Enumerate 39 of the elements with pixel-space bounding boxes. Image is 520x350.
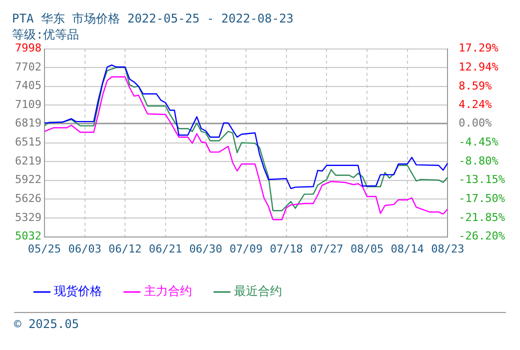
y2-tick-label: 4.24%: [458, 98, 492, 112]
y-tick-label: 6515: [14, 136, 42, 149]
chart-subtitle: 等级:优等品: [12, 28, 80, 42]
x-tick-label: 06/30: [189, 242, 222, 256]
y2-tick-label: -8.80%: [458, 154, 499, 168]
y-tick-label: 5032: [14, 230, 42, 243]
y2-tick-label: 12.94%: [458, 60, 499, 74]
y2-tick-label: -26.20%: [458, 230, 506, 243]
x-tick-label: 06/21: [148, 242, 182, 256]
legend-label: 最近合约: [234, 284, 282, 298]
legend-label: 现货价格: [54, 284, 102, 298]
y-tick-label: 7998: [14, 42, 42, 55]
y2-tick-label: 17.29%: [458, 42, 499, 55]
x-tick-label: 07/27: [310, 242, 344, 256]
y-tick-label: 6819: [14, 116, 42, 130]
x-tick-label: 08/14: [390, 242, 424, 256]
y-tick-label: 6219: [14, 154, 42, 168]
x-tick-label: 05/25: [28, 242, 62, 256]
y-tick-label: 7702: [14, 60, 42, 74]
y2-tick-label: 0.00%: [458, 116, 492, 130]
x-tick-label: 08/05: [350, 242, 384, 256]
y2-tick-label: 8.59%: [458, 79, 492, 92]
y-tick-label: 5329: [14, 210, 42, 224]
legend-label: 主力合约: [144, 284, 192, 298]
chart-title: PTA 华东 市场价格 2022-05-25 - 2022-08-23: [12, 11, 294, 26]
x-tick-label: 07/18: [270, 242, 303, 256]
y-tick-label: 5626: [14, 192, 42, 206]
x-tick-label: 06/12: [108, 242, 142, 256]
y-tick-label: 7109: [14, 98, 42, 112]
y2-tick-label: -21.85%: [458, 210, 506, 224]
y2-tick-label: -13.15%: [458, 173, 506, 186]
x-tick-label: 07/09: [230, 242, 263, 256]
y-tick-label: 5922: [14, 173, 42, 186]
x-tick-label: 06/03: [68, 242, 102, 256]
y2-tick-label: -4.45%: [458, 136, 499, 149]
text: © 2025.05: [14, 317, 80, 331]
y2-tick-label: -17.50%: [458, 192, 506, 206]
y-tick-label: 7405: [14, 79, 42, 92]
x-tick-label: 08/23: [431, 242, 464, 256]
